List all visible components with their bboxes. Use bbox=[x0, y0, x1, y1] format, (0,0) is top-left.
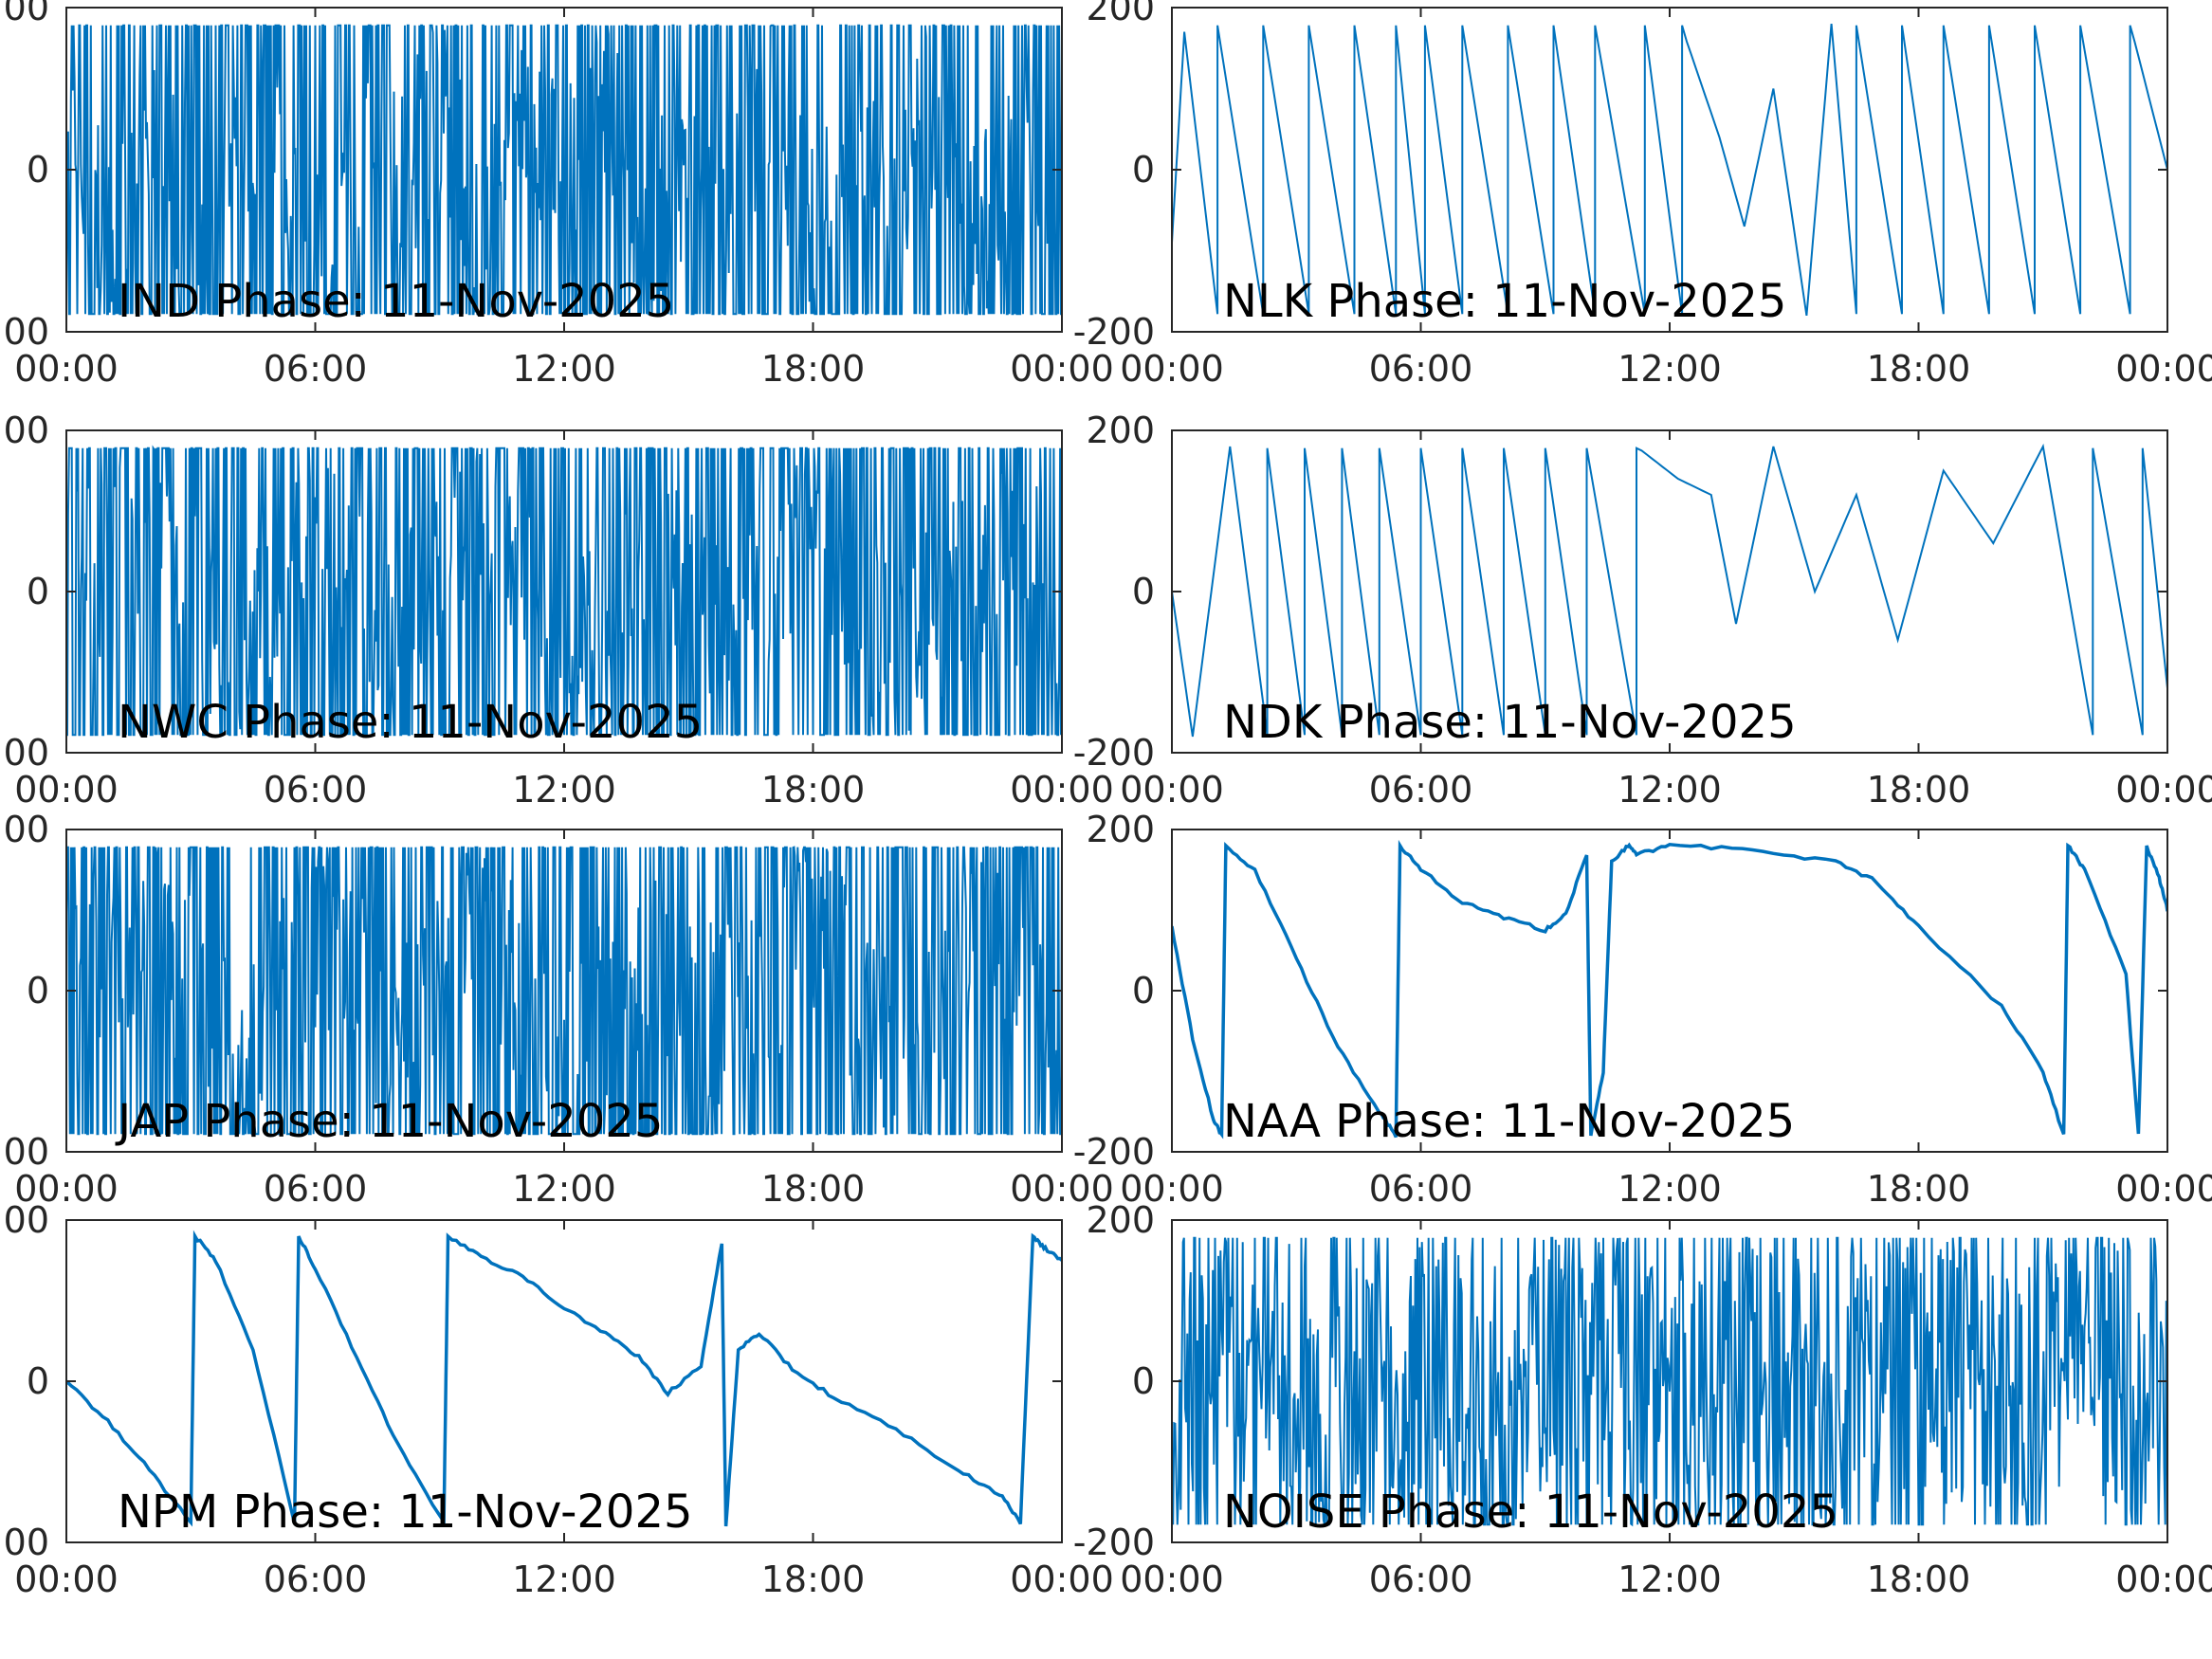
series-line bbox=[66, 1230, 1062, 1527]
panel-title: IND Phase: 11-Nov-2025 bbox=[118, 275, 674, 328]
y-tick-label: 200 bbox=[1086, 809, 1155, 850]
panel-title: NAA Phase: 11-Nov-2025 bbox=[1223, 1095, 1795, 1148]
x-tick-label: 00:00 bbox=[14, 1559, 119, 1600]
x-tick-label: 00:00 bbox=[1120, 1559, 1224, 1600]
panel-title: NDK Phase: 11-Nov-2025 bbox=[1223, 696, 1797, 749]
x-tick-label: 00:00 bbox=[2115, 769, 2212, 811]
x-tick-label: 12:00 bbox=[512, 1559, 616, 1600]
x-tick-label: 18:00 bbox=[761, 1168, 866, 1210]
y-tick-label: 200 bbox=[1086, 0, 1155, 28]
x-tick-label: 12:00 bbox=[1618, 1168, 1722, 1210]
series-line bbox=[1172, 1236, 2167, 1527]
x-tick-label: 06:00 bbox=[264, 348, 368, 390]
x-tick-label: 18:00 bbox=[1867, 1559, 1971, 1600]
series-line bbox=[1172, 839, 2167, 1139]
x-tick-label: 18:00 bbox=[1867, 348, 1971, 390]
y-tick-label: 0 bbox=[27, 1360, 49, 1402]
y-tick-label: 0 bbox=[27, 571, 49, 612]
x-tick-label: 00:00 bbox=[2115, 1168, 2212, 1210]
axes-background bbox=[1172, 830, 2167, 1152]
y-tick-label: -200 bbox=[1073, 732, 1155, 774]
x-tick-label: 00:00 bbox=[1010, 1168, 1114, 1210]
x-tick-label: 06:00 bbox=[1369, 348, 1473, 390]
y-tick-label: 0 bbox=[1132, 1360, 1155, 1402]
x-tick-label: 00:00 bbox=[1010, 348, 1114, 390]
x-tick-label: 06:00 bbox=[264, 1168, 368, 1210]
x-tick-label: 18:00 bbox=[1867, 1168, 1971, 1210]
x-tick-label: 00:00 bbox=[1120, 348, 1224, 390]
x-tick-label: 12:00 bbox=[512, 348, 616, 390]
y-tick-label: -200 bbox=[0, 1131, 49, 1173]
y-tick-label: 0 bbox=[27, 970, 49, 1012]
y-tick-label: -200 bbox=[1073, 311, 1155, 353]
y-tick-label: 200 bbox=[0, 809, 49, 850]
panel-title: NOISE Phase: 11-Nov-2025 bbox=[1223, 1486, 1838, 1539]
x-tick-label: 00:00 bbox=[2115, 348, 2212, 390]
x-tick-label: 00:00 bbox=[1010, 1559, 1114, 1600]
x-tick-label: 12:00 bbox=[1618, 1559, 1722, 1600]
panel-title: NPM Phase: 11-Nov-2025 bbox=[118, 1486, 693, 1539]
y-tick-label: 0 bbox=[1132, 571, 1155, 612]
series-line bbox=[66, 846, 1062, 1136]
x-tick-label: 00:00 bbox=[2115, 1559, 2212, 1600]
x-tick-label: 00:00 bbox=[1120, 1168, 1224, 1210]
x-tick-label: 12:00 bbox=[1618, 348, 1722, 390]
x-tick-label: 06:00 bbox=[264, 769, 368, 811]
y-tick-label: 200 bbox=[0, 410, 49, 451]
x-tick-label: 18:00 bbox=[761, 1559, 866, 1600]
y-tick-label: 200 bbox=[1086, 410, 1155, 451]
x-tick-label: 18:00 bbox=[1867, 769, 1971, 811]
series-line bbox=[1172, 24, 2167, 317]
series-line bbox=[66, 445, 1062, 737]
x-tick-label: 12:00 bbox=[1618, 769, 1722, 811]
x-tick-label: 00:00 bbox=[14, 769, 119, 811]
x-tick-label: 06:00 bbox=[264, 1559, 368, 1600]
x-tick-label: 12:00 bbox=[512, 1168, 616, 1210]
y-tick-label: 200 bbox=[0, 0, 49, 28]
panel-title: NLK Phase: 11-Nov-2025 bbox=[1223, 275, 1786, 328]
y-tick-label: -200 bbox=[0, 732, 49, 774]
y-tick-label: 0 bbox=[1132, 149, 1155, 191]
y-tick-label: -200 bbox=[0, 1522, 49, 1563]
y-tick-label: -200 bbox=[1073, 1522, 1155, 1563]
x-tick-label: 00:00 bbox=[14, 1168, 119, 1210]
axes-background bbox=[66, 1220, 1062, 1542]
y-tick-label: 200 bbox=[1086, 1199, 1155, 1241]
panel-title: JAP Phase: 11-Nov-2025 bbox=[115, 1095, 663, 1148]
x-tick-label: 18:00 bbox=[761, 769, 866, 811]
y-tick-label: -200 bbox=[0, 311, 49, 353]
series-line bbox=[1172, 443, 2167, 738]
y-tick-label: 200 bbox=[0, 1199, 49, 1241]
x-tick-label: 12:00 bbox=[512, 769, 616, 811]
y-tick-label: 0 bbox=[27, 149, 49, 191]
y-tick-label: 0 bbox=[1132, 970, 1155, 1012]
y-tick-label: -200 bbox=[1073, 1131, 1155, 1173]
x-tick-label: 00:00 bbox=[14, 348, 119, 390]
panel-title: NWC Phase: 11-Nov-2025 bbox=[118, 696, 703, 749]
x-tick-label: 06:00 bbox=[1369, 769, 1473, 811]
axes-background bbox=[1172, 8, 2167, 332]
x-tick-label: 00:00 bbox=[1120, 769, 1224, 811]
x-tick-label: 06:00 bbox=[1369, 1168, 1473, 1210]
x-tick-label: 18:00 bbox=[761, 348, 866, 390]
series-line bbox=[66, 24, 1062, 316]
x-tick-label: 00:00 bbox=[1010, 769, 1114, 811]
x-tick-label: 06:00 bbox=[1369, 1559, 1473, 1600]
